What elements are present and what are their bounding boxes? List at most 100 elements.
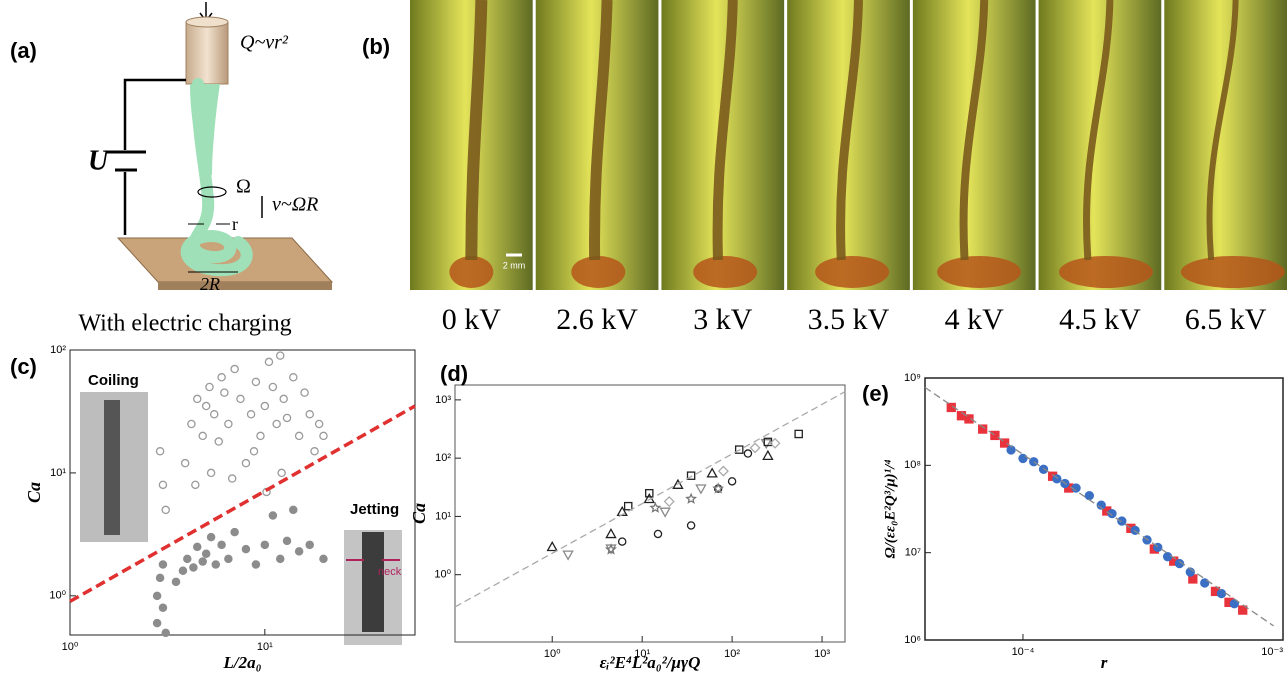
jet [465,0,488,261]
point [264,357,274,367]
photo [1164,0,1287,290]
point [275,351,285,360]
point [158,603,168,612]
point [198,557,207,566]
point [760,439,773,450]
point [717,465,729,477]
point [743,449,753,458]
y-tick-label: 10³ [435,394,451,406]
rotation-arrow [197,186,227,198]
plot-frame [454,384,846,643]
point [260,401,270,411]
puddle [815,256,890,288]
point [762,449,774,460]
y-tick-label: 10⁰ [434,569,451,581]
frame-label: 6.5 kV [1185,303,1267,336]
y-tick-label: 10¹ [50,467,66,479]
point [319,554,328,564]
point [749,442,761,454]
point [695,484,707,495]
frame-label: 3 kV [693,303,753,336]
point [201,401,211,411]
jet [1206,0,1239,261]
point [1238,605,1248,615]
y-tick-label: 10⁶ [904,634,921,646]
battery-gap [108,150,144,172]
jet [589,0,613,261]
point [1084,490,1094,501]
caption: With electric charging [78,311,291,337]
fit-line [924,386,1274,627]
y-tick-label: 10¹ [435,510,451,522]
point [155,447,165,456]
point [224,419,233,429]
panel-label: (c) [10,354,37,379]
jet-neck [190,84,220,175]
y-tick-label: 10⁸ [904,459,921,471]
puddle [449,256,494,288]
point [220,388,229,397]
point [277,468,286,478]
point [198,431,207,441]
panel-label: (b) [362,34,390,59]
point [224,554,233,564]
y-axis-label: Ca [409,503,429,524]
jet [836,0,863,261]
plot-frame [69,349,416,636]
point [191,480,200,490]
x-tick-label: 10⁰ [544,648,561,660]
point [230,527,239,537]
fit-line [69,404,416,603]
point [1107,508,1117,519]
plate-edge [158,282,332,290]
point [251,377,261,387]
point [653,529,663,539]
frame-label: 4 kV [945,303,1005,336]
annotation: neck [378,566,402,578]
point [794,429,803,439]
point [205,382,214,392]
point [158,560,168,569]
point [964,414,974,424]
chart: (c) 10⁰ 10¹ 10⁰ 10¹ 10² L/2a₀ Ca [10,344,416,672]
point [193,394,202,404]
point [604,543,617,555]
point [246,410,256,419]
point [178,566,188,575]
point [161,505,170,515]
x-axis-label: r [1101,653,1108,672]
point [211,560,221,569]
frame-label: 3.5 kV [808,303,890,336]
point [227,474,237,483]
y-tick-label: 10⁹ [904,372,921,384]
point [193,542,202,552]
point [251,560,261,569]
point [769,437,781,449]
point [605,528,617,539]
jet [180,78,253,277]
frame-label: 2.6 kV [556,303,638,336]
frame-label: 0 kV [442,303,502,336]
point [685,492,698,504]
point [562,550,574,561]
point [649,501,662,513]
point [152,618,162,628]
point [1200,578,1210,588]
x-axis-label: εᵢ²E⁴L²a₀²/μγQ [600,653,701,672]
x-tick-label: 10⁻³ [1261,646,1283,658]
point [734,445,744,454]
photo-strip [410,0,1287,290]
speed-label: v~ΩR [272,194,318,216]
point [1029,457,1039,467]
nozzle [185,21,229,85]
puddle [693,256,758,288]
radius-label: r [232,214,238,234]
annotation: Coiling [88,372,139,389]
x-tick-label: 10³ [814,648,830,660]
wire [123,78,186,235]
photo [912,0,1036,290]
point [617,537,627,546]
point [623,501,633,511]
